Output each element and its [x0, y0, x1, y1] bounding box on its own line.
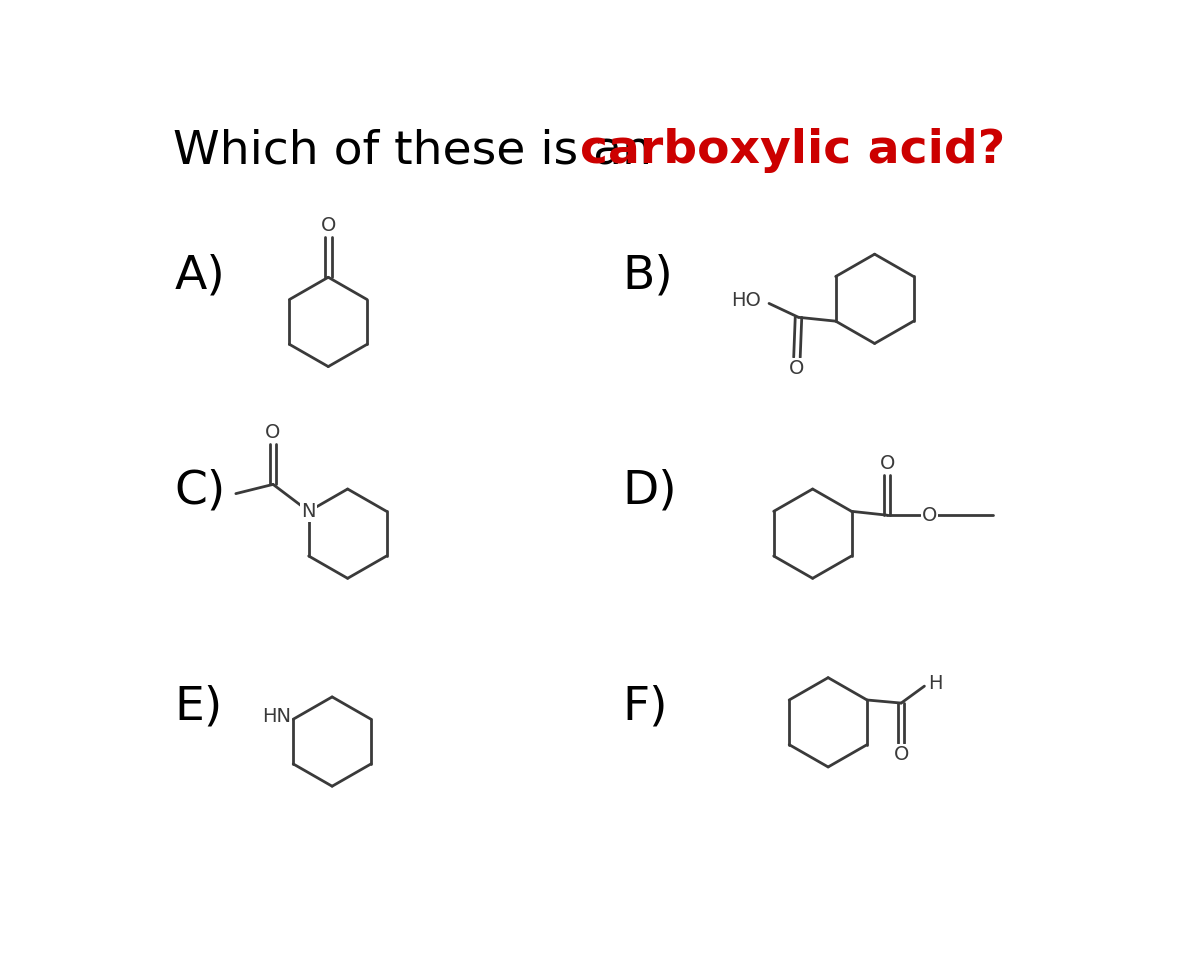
Text: A): A) [175, 253, 226, 299]
Text: H: H [928, 673, 942, 692]
Text: B): B) [623, 253, 673, 299]
Text: O: O [880, 455, 895, 473]
Text: Which of these is an: Which of these is an [173, 128, 667, 173]
Text: E): E) [175, 685, 223, 729]
Text: O: O [320, 216, 336, 235]
Text: O: O [265, 424, 281, 442]
Text: O: O [790, 359, 805, 378]
Text: HN: HN [262, 707, 290, 726]
Text: O: O [922, 506, 937, 525]
Text: carboxylic acid?: carboxylic acid? [580, 128, 1006, 173]
Text: C): C) [175, 469, 226, 514]
Text: HO: HO [731, 291, 761, 310]
Text: O: O [894, 745, 908, 765]
Text: N: N [301, 502, 316, 521]
Text: F): F) [623, 685, 668, 729]
Text: D): D) [623, 469, 677, 514]
